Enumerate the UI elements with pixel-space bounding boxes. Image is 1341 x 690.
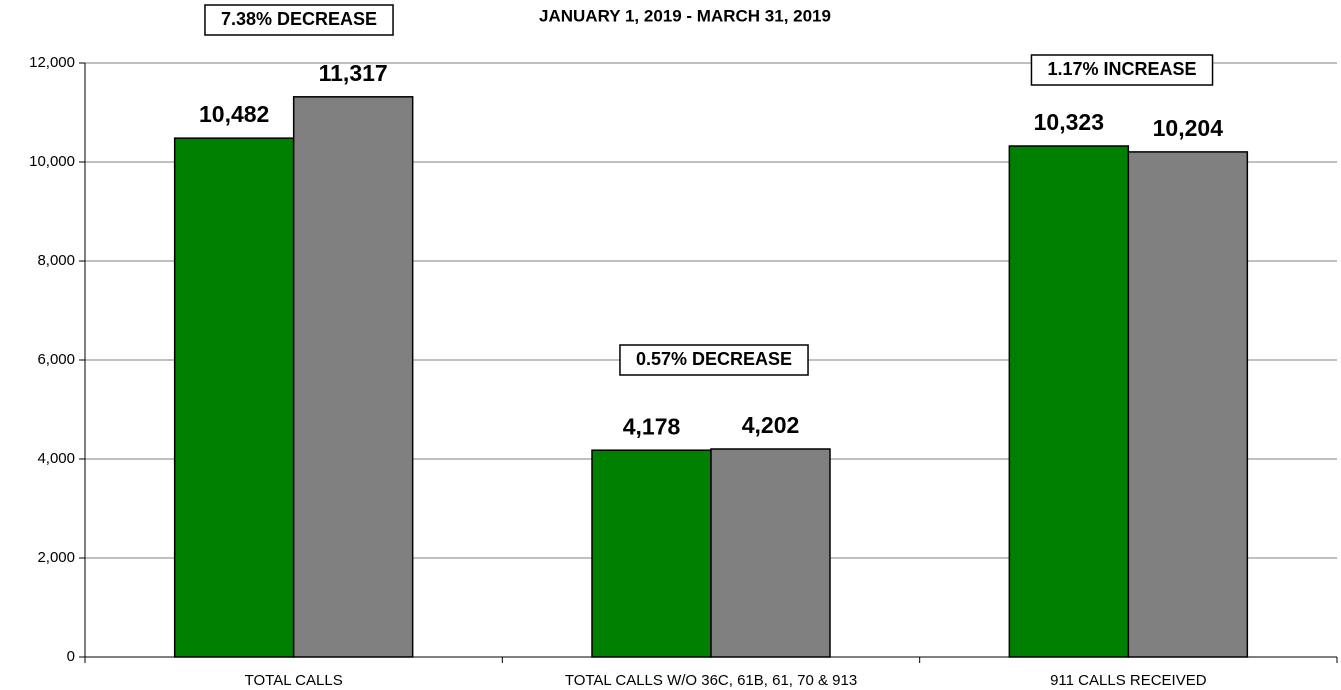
bar	[292, 96, 414, 658]
value-label: 10,204	[1153, 115, 1224, 141]
value-label: 4,202	[742, 412, 800, 438]
annotation: 7.38% DECREASE	[204, 4, 394, 36]
value-label: 11,317	[319, 60, 388, 86]
bar	[1008, 145, 1130, 658]
y-tick-label: 10,000	[29, 153, 75, 170]
y-tick-label: 4,000	[37, 450, 75, 467]
x-tick-label: TOTAL CALLS W/O 36C, 61B, 61, 70 & 913	[565, 672, 857, 689]
bar	[1127, 151, 1249, 658]
bar	[591, 449, 712, 658]
annotation-text: 7.38% DECREASE	[221, 9, 377, 29]
value-label: 10,323	[1034, 109, 1104, 135]
annotation-box	[619, 344, 809, 376]
annotation: 1.17% INCREASE	[1030, 54, 1214, 86]
value-label: 4,178	[623, 413, 681, 439]
value-label: 10,482	[199, 101, 269, 127]
annotation-box	[1030, 54, 1214, 86]
chart-title: JANUARY 1, 2019 - MARCH 31, 2019	[539, 6, 831, 25]
y-tick-label: 6,000	[37, 351, 75, 368]
bar	[173, 137, 295, 658]
x-tick-label: TOTAL CALLS	[245, 672, 343, 689]
annotation: 0.57% DECREASE	[619, 344, 809, 376]
annotation-text: 0.57% DECREASE	[636, 349, 792, 369]
y-tick-label: 0	[67, 648, 75, 665]
x-tick-label: 911 CALLS RECEIVED	[1050, 672, 1207, 689]
annotation-box	[204, 4, 394, 36]
y-tick-label: 2,000	[37, 549, 75, 566]
y-tick-label: 8,000	[37, 252, 75, 269]
annotation-text: 1.17% INCREASE	[1047, 59, 1196, 79]
y-tick-label: 12,000	[29, 54, 75, 71]
bar	[710, 448, 831, 658]
